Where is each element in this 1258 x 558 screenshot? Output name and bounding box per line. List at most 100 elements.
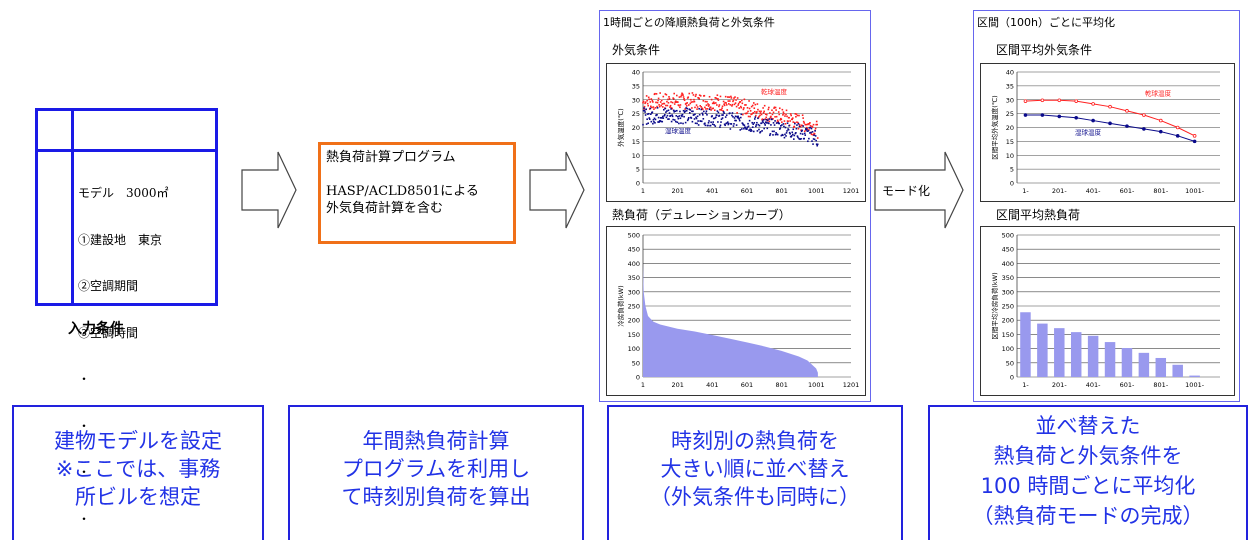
scatter-point <box>816 123 818 126</box>
avg-outdoor-chart: 0 5 10 15 20 25 30 35 40 区間平均外気温度(℃) 1- 201- 401- 601… <box>980 63 1235 202</box>
scatter-point <box>646 102 649 105</box>
scatter-point <box>781 108 784 111</box>
scatter-point <box>648 118 651 121</box>
scatter-point <box>693 98 695 101</box>
step-line: プログラムを利用し <box>341 457 531 481</box>
bar <box>1104 342 1116 377</box>
scatter-point <box>748 119 751 122</box>
scatter-point <box>726 121 729 123</box>
scatter-point <box>756 103 759 105</box>
bar <box>1172 364 1183 377</box>
scatter-point <box>815 123 817 126</box>
scatter-point <box>764 113 767 115</box>
scatter-point <box>732 100 734 103</box>
scatter-point <box>721 107 723 109</box>
scatter-point <box>739 105 742 108</box>
x-tick-label: 201- <box>1052 187 1067 195</box>
form-column-line <box>71 111 74 303</box>
scatter-point <box>680 95 682 98</box>
scatter-point <box>725 102 727 104</box>
scatter-point <box>675 114 678 117</box>
scatter-point <box>798 114 800 117</box>
scatter-point <box>733 103 736 106</box>
scatter-point <box>669 114 672 117</box>
scatter-point <box>746 128 748 130</box>
scatter-point <box>751 104 754 107</box>
scatter-point <box>747 115 750 118</box>
scatter-point <box>721 117 724 119</box>
scatter-point <box>715 97 718 100</box>
scatter-point <box>793 134 796 137</box>
scatter-point <box>690 101 693 103</box>
scatter-point <box>665 111 667 113</box>
scatter-point <box>711 102 714 105</box>
y-tick-label: 40 <box>632 69 640 77</box>
scatter-point <box>676 94 678 97</box>
scatter-point <box>712 117 715 120</box>
scatter-point <box>697 120 699 122</box>
scatter-point <box>744 112 747 115</box>
scatter-point <box>683 98 685 100</box>
scatter-point <box>801 124 803 127</box>
scatter-point <box>811 140 813 142</box>
series-point <box>1040 98 1045 103</box>
scatter-point <box>789 132 791 135</box>
scatter-point <box>695 117 698 120</box>
scatter-point <box>744 104 746 106</box>
scatter-point <box>719 95 722 98</box>
input-item: モデル 3000㎡ <box>78 186 169 200</box>
scatter-point <box>660 120 662 123</box>
series-point <box>1074 115 1079 120</box>
scatter-point <box>690 117 693 119</box>
scatter-point <box>803 132 806 135</box>
bar <box>1121 348 1133 377</box>
scatter-point <box>730 123 733 125</box>
scatter-point <box>687 117 690 119</box>
y-tick-label: 5 <box>1010 166 1014 174</box>
scatter-point <box>666 100 668 103</box>
scatter-point <box>664 113 666 116</box>
scatter-point <box>783 112 785 115</box>
scatter-point <box>694 95 697 98</box>
scatter-point <box>815 120 818 123</box>
scatter-point <box>650 120 653 123</box>
scatter-point <box>731 114 733 117</box>
y-tick-label: 25 <box>632 110 640 118</box>
scatter-point <box>737 115 739 118</box>
scatter-point <box>799 132 802 135</box>
scatter-point <box>697 124 700 126</box>
scatter-point <box>712 101 715 104</box>
step-line: ※ここでは、事務 <box>55 457 221 481</box>
scatter-point <box>698 107 700 110</box>
scatter-point <box>776 119 779 122</box>
x-tick-label: 1001 <box>808 187 825 195</box>
scatter-point <box>717 121 719 123</box>
scatter-point <box>695 104 698 106</box>
scatter-point <box>796 114 799 117</box>
scatter-point <box>773 106 776 109</box>
scatter-point <box>710 121 712 124</box>
scatter-point <box>813 134 815 137</box>
scatter-point <box>768 118 771 120</box>
input-item: ・ <box>78 511 91 526</box>
scatter-point <box>679 110 681 113</box>
scatter-point <box>779 119 782 121</box>
scatter-point <box>802 125 804 127</box>
scatter-point <box>647 122 649 125</box>
scatter-point <box>681 93 684 95</box>
y-tick-label: 30 <box>632 96 640 104</box>
panel-title: 1時間ごとの降順熱負荷と外気条件 <box>603 16 775 29</box>
y-tick-label: 100 <box>1002 345 1014 353</box>
y-tick-label: 250 <box>628 303 640 311</box>
scatter-point <box>700 120 703 123</box>
scatter-point <box>642 123 644 126</box>
scatter-point <box>746 112 748 114</box>
scatter-point <box>663 102 666 105</box>
scatter-point <box>757 123 760 126</box>
scatter-point <box>672 109 675 112</box>
series-label: 湿球温度 <box>1075 127 1102 136</box>
scatter-point <box>795 113 798 115</box>
input-condition-form: モデル 3000㎡ ①建設地 東京 ②空調期間 ③空調時間 ・ ・ ・ ・ <box>35 108 218 526</box>
y-tick-label: 50 <box>1006 359 1014 367</box>
scatter-point <box>721 105 724 108</box>
